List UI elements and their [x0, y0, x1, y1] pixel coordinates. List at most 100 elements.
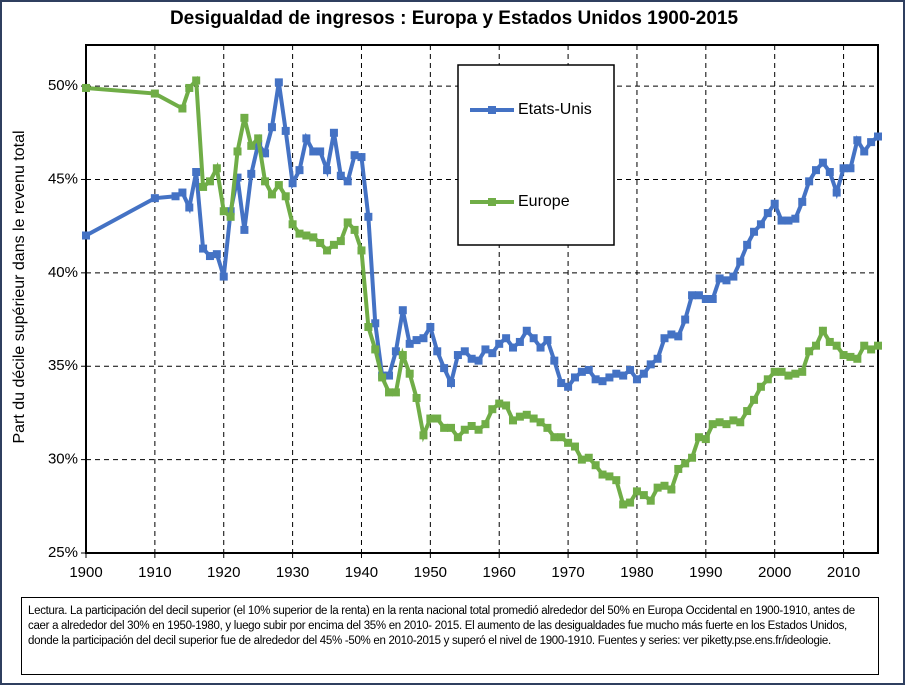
marker [570, 373, 579, 382]
marker [646, 360, 655, 369]
marker [391, 388, 400, 397]
marker [247, 141, 256, 150]
marker [756, 382, 765, 391]
marker [722, 276, 731, 285]
x-tick-label: 2010 [827, 564, 860, 581]
note: Lectura. La participación del decil supe… [21, 597, 879, 675]
marker [591, 461, 600, 470]
marker [233, 173, 242, 182]
marker [743, 407, 752, 416]
marker [805, 177, 814, 186]
marker [447, 423, 456, 432]
marker [612, 369, 621, 378]
marker [426, 323, 435, 332]
plot-frame [85, 44, 879, 554]
marker [199, 182, 208, 191]
marker [722, 420, 731, 429]
marker [674, 464, 683, 473]
marker [584, 453, 593, 462]
marker [171, 192, 180, 201]
marker [632, 487, 641, 496]
marker [240, 113, 249, 122]
marker [612, 476, 621, 485]
marker [694, 291, 703, 300]
marker [391, 347, 400, 356]
marker [846, 164, 855, 173]
marker [488, 405, 497, 414]
marker [419, 334, 428, 343]
marker [564, 382, 573, 391]
marker [329, 128, 338, 137]
marker [750, 395, 759, 404]
chart: Desigualdad de ingresos : Europa y Estad… [11, 8, 882, 581]
marker [433, 414, 442, 423]
marker [653, 354, 662, 363]
marker [254, 134, 263, 143]
x-tick-label: 1910 [138, 564, 171, 581]
marker [82, 83, 90, 92]
marker [681, 459, 690, 468]
marker [605, 373, 614, 382]
x-tick-label: 1950 [414, 564, 447, 581]
marker [405, 339, 414, 348]
marker [219, 272, 228, 281]
marker [433, 347, 442, 356]
marker [529, 414, 538, 423]
marker [701, 295, 710, 303]
marker [453, 433, 462, 442]
marker [515, 412, 524, 421]
marker [261, 177, 270, 186]
marker [860, 341, 869, 350]
marker [316, 147, 325, 156]
marker [481, 420, 490, 429]
marker [557, 433, 566, 442]
marker [791, 214, 800, 223]
marker [756, 220, 765, 229]
chart-title: Desigualdad de ingresos : Europa y Estad… [170, 8, 739, 29]
marker [639, 491, 648, 500]
marker [323, 246, 332, 255]
marker [281, 192, 290, 201]
marker [646, 496, 655, 505]
legend-swatch-marker [488, 106, 496, 114]
marker [832, 188, 841, 197]
marker [825, 168, 834, 176]
x-tick-label: 1960 [483, 564, 516, 581]
marker [274, 181, 283, 190]
legend-swatch-marker [488, 198, 496, 206]
marker [267, 123, 276, 132]
marker [481, 345, 490, 354]
marker [467, 354, 476, 363]
marker [267, 190, 276, 199]
marker [336, 171, 345, 180]
marker [474, 425, 483, 434]
marker [619, 500, 628, 509]
marker [791, 369, 800, 378]
marker [515, 337, 524, 346]
marker [557, 379, 566, 388]
marker [371, 319, 380, 328]
marker [350, 151, 359, 160]
marker [350, 225, 359, 234]
x-tick-label: 1920 [207, 564, 240, 581]
marker [185, 83, 194, 92]
marker [777, 216, 786, 225]
marker [660, 481, 669, 490]
marker [178, 188, 187, 197]
marker [577, 455, 586, 464]
marker [440, 364, 449, 373]
marker [708, 295, 717, 303]
marker [343, 218, 352, 227]
marker [371, 345, 380, 354]
marker [784, 216, 793, 225]
marker [343, 177, 352, 186]
marker [564, 438, 573, 447]
marker [323, 166, 332, 175]
x-tick-label: 1980 [620, 564, 653, 581]
marker [281, 126, 290, 135]
marker [770, 367, 779, 376]
marker [364, 212, 373, 221]
marker [150, 89, 159, 98]
marker [398, 306, 407, 315]
marker [495, 399, 504, 408]
